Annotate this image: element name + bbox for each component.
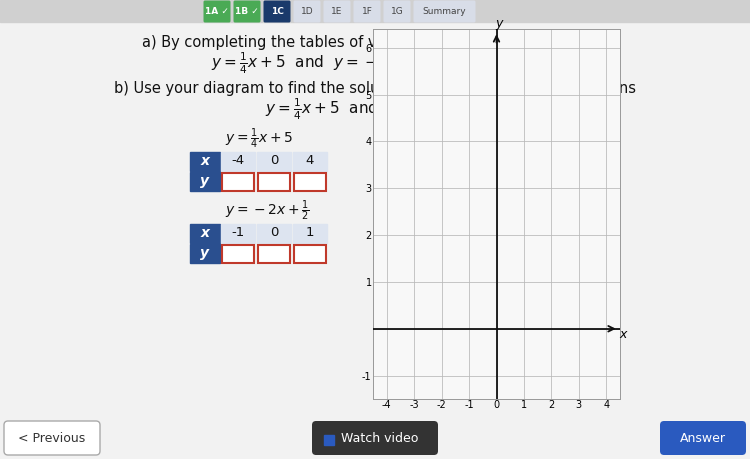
Text: 0: 0 xyxy=(270,155,278,168)
Bar xyxy=(258,245,290,263)
Bar xyxy=(221,152,255,171)
Text: a) By completing the tables of values to help you, plot the lines: a) By completing the tables of values to… xyxy=(142,35,608,50)
Text: $y = \frac{1}{4}x + 5$  and  $y = -2x + \frac{1}{2}$.: $y = \frac{1}{4}x + 5$ and $y = -2x + \f… xyxy=(265,96,485,122)
Text: -1: -1 xyxy=(231,226,244,240)
FancyBboxPatch shape xyxy=(203,0,230,22)
FancyBboxPatch shape xyxy=(323,0,350,22)
Text: b) Use your diagram to find the solution to the simultaneous equations: b) Use your diagram to find the solution… xyxy=(114,82,636,96)
Bar xyxy=(257,152,291,171)
Bar xyxy=(294,245,326,263)
Bar xyxy=(294,173,326,191)
Text: $y = \frac{1}{4}x + 5$: $y = \frac{1}{4}x + 5$ xyxy=(225,127,293,151)
Text: x: x xyxy=(200,154,209,168)
Bar xyxy=(221,224,255,243)
Text: 0: 0 xyxy=(270,226,278,240)
Bar xyxy=(257,224,291,243)
Text: 1: 1 xyxy=(306,226,314,240)
Bar xyxy=(190,244,220,263)
Text: 1G: 1G xyxy=(391,6,404,16)
Text: x: x xyxy=(200,226,209,240)
Text: 4: 4 xyxy=(306,155,314,168)
Text: 1D: 1D xyxy=(301,6,313,16)
Bar xyxy=(222,173,254,191)
Text: y: y xyxy=(200,174,209,188)
FancyBboxPatch shape xyxy=(413,0,476,22)
FancyBboxPatch shape xyxy=(312,421,438,455)
Text: 1A ✓: 1A ✓ xyxy=(205,6,229,16)
Bar xyxy=(293,152,327,171)
Bar xyxy=(324,435,334,445)
FancyBboxPatch shape xyxy=(4,421,100,455)
Text: y: y xyxy=(200,246,209,260)
Text: $y = -2x + \frac{1}{2}$: $y = -2x + \frac{1}{2}$ xyxy=(225,199,310,223)
FancyBboxPatch shape xyxy=(383,0,410,22)
Text: $y = \frac{1}{4}x + 5$  and  $y = -2x + \frac{1}{2}$  on your axes.: $y = \frac{1}{4}x + 5$ and $y = -2x + \f… xyxy=(211,50,539,76)
Text: 1C: 1C xyxy=(271,6,284,16)
FancyBboxPatch shape xyxy=(660,421,746,455)
Text: Watch video: Watch video xyxy=(341,431,418,444)
Text: 1E: 1E xyxy=(332,6,343,16)
Text: -4: -4 xyxy=(232,155,244,168)
Bar xyxy=(190,224,220,243)
Text: < Previous: < Previous xyxy=(18,431,86,444)
FancyBboxPatch shape xyxy=(353,0,380,22)
Text: 1B ✓: 1B ✓ xyxy=(236,6,259,16)
FancyBboxPatch shape xyxy=(293,0,320,22)
Text: x: x xyxy=(620,328,627,341)
FancyBboxPatch shape xyxy=(233,0,260,22)
Text: y: y xyxy=(496,17,503,30)
Text: Answer: Answer xyxy=(680,431,726,444)
Bar xyxy=(190,172,220,191)
Bar xyxy=(0,0,750,22)
Bar xyxy=(258,173,290,191)
Bar xyxy=(222,245,254,263)
FancyBboxPatch shape xyxy=(263,0,290,22)
Text: 1F: 1F xyxy=(362,6,373,16)
Bar xyxy=(190,152,220,171)
Bar xyxy=(293,224,327,243)
Text: Summary: Summary xyxy=(423,6,466,16)
